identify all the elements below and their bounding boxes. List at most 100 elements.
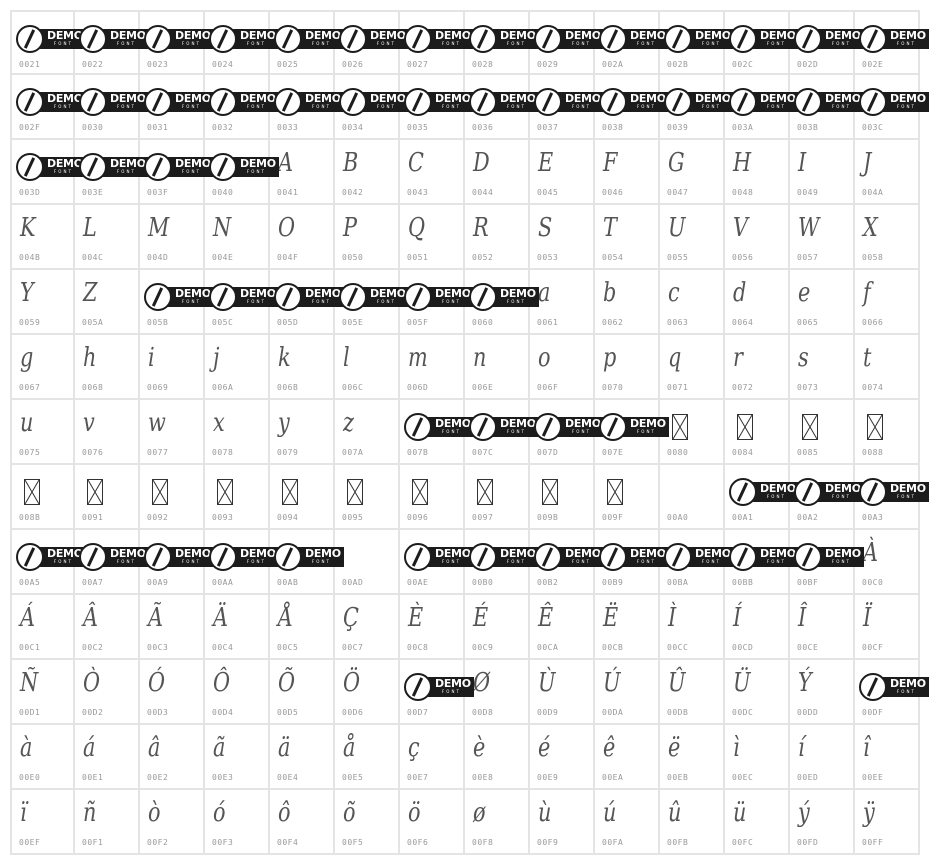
glyph-cell[interactable]: T 0054	[595, 205, 660, 270]
glyph-cell[interactable]: V 0056	[725, 205, 790, 270]
glyph-cell[interactable]: H 0048	[725, 140, 790, 205]
glyph-cell[interactable]: Y 0059	[10, 270, 75, 335]
glyph-cell[interactable]: DEMO FONT 0039	[660, 75, 734, 140]
glyph-cell[interactable]: P 0050	[335, 205, 400, 270]
glyph-cell[interactable]: DEMO FONT 0025	[270, 10, 344, 75]
glyph-cell[interactable]: DEMO FONT 0032	[205, 75, 279, 140]
glyph-cell[interactable]: í 00ED	[790, 725, 855, 790]
glyph-cell[interactable]: è 00E8	[465, 725, 530, 790]
glyph-cell[interactable]: y 0079	[270, 400, 335, 465]
glyph-cell[interactable]: Ï 00CF	[855, 595, 920, 660]
glyph-cell[interactable]: DEMO FONT 0035	[400, 75, 474, 140]
glyph-cell[interactable]: 0095	[335, 465, 400, 530]
glyph-cell[interactable]: DEMO FONT 005C	[205, 270, 279, 335]
glyph-cell[interactable]: DEMO FONT 00B9	[595, 530, 669, 595]
glyph-cell[interactable]: DEMO FONT 0022	[75, 10, 149, 75]
glyph-cell[interactable]: Á 00C1	[10, 595, 75, 660]
glyph-cell[interactable]: I 0049	[790, 140, 855, 205]
glyph-cell[interactable]: ç 00E7	[400, 725, 465, 790]
glyph-cell[interactable]: DEMO FONT 005B	[140, 270, 214, 335]
glyph-cell[interactable]: h 0068	[75, 335, 140, 400]
glyph-cell[interactable]: DEMO FONT 007B	[400, 400, 474, 465]
glyph-cell[interactable]: Ö 00D6	[335, 660, 400, 725]
glyph-cell[interactable]: C 0043	[400, 140, 465, 205]
glyph-cell[interactable]: s 0073	[790, 335, 855, 400]
glyph-cell[interactable]: DEMO FONT 0034	[335, 75, 409, 140]
glyph-cell[interactable]: DEMO FONT 003B	[790, 75, 864, 140]
glyph-cell[interactable]: DEMO FONT 00A9	[140, 530, 214, 595]
glyph-cell[interactable]: M 004D	[140, 205, 205, 270]
glyph-cell[interactable]: DEMO FONT 0028	[465, 10, 539, 75]
glyph-cell[interactable]: Å 00C5	[270, 595, 335, 660]
glyph-cell[interactable]: ò 00F2	[140, 790, 205, 855]
glyph-cell[interactable]: 008B	[10, 465, 75, 530]
glyph-cell[interactable]: W 0057	[790, 205, 855, 270]
glyph-cell[interactable]: DEMO FONT 00A5	[10, 530, 86, 595]
glyph-cell[interactable]: X 0058	[855, 205, 920, 270]
glyph-cell[interactable]: L 004C	[75, 205, 140, 270]
glyph-cell[interactable]: DEMO FONT 00DF	[855, 660, 929, 725]
glyph-cell[interactable]: DEMO FONT 0031	[140, 75, 214, 140]
glyph-cell[interactable]: f 0066	[855, 270, 920, 335]
glyph-cell[interactable]: Ü 00DC	[725, 660, 790, 725]
glyph-cell[interactable]: Ø 00D8	[465, 660, 530, 725]
glyph-cell[interactable]: û 00FB	[660, 790, 725, 855]
glyph-cell[interactable]: e 0065	[790, 270, 855, 335]
glyph-cell[interactable]: DEMO FONT 003D	[10, 140, 86, 205]
glyph-cell[interactable]: ó 00F3	[205, 790, 270, 855]
glyph-cell[interactable]: DEMO FONT 00BF	[790, 530, 864, 595]
glyph-cell[interactable]: k 006B	[270, 335, 335, 400]
glyph-cell[interactable]: ã 00E3	[205, 725, 270, 790]
glyph-cell[interactable]: DEMO FONT 005F	[400, 270, 474, 335]
glyph-cell[interactable]: Ì 00CC	[660, 595, 725, 660]
glyph-cell[interactable]: g 0067	[10, 335, 75, 400]
glyph-cell[interactable]: Ý 00DD	[790, 660, 855, 725]
glyph-cell[interactable]: DEMO FONT 00AB	[270, 530, 344, 595]
glyph-cell[interactable]: ý 00FD	[790, 790, 855, 855]
glyph-cell[interactable]: E 0045	[530, 140, 595, 205]
glyph-cell[interactable]: ü 00FC	[725, 790, 790, 855]
glyph-cell[interactable]: 0080	[660, 400, 725, 465]
glyph-cell[interactable]: á 00E1	[75, 725, 140, 790]
glyph-cell[interactable]: j 006A	[205, 335, 270, 400]
glyph-cell[interactable]: w 0077	[140, 400, 205, 465]
glyph-cell[interactable]: Ä 00C4	[205, 595, 270, 660]
glyph-cell[interactable]: Ó 00D3	[140, 660, 205, 725]
glyph-cell[interactable]: 009B	[530, 465, 595, 530]
glyph-cell[interactable]: Ò 00D2	[75, 660, 140, 725]
glyph-cell[interactable]: DEMO FONT 00BB	[725, 530, 799, 595]
glyph-cell[interactable]: N 004E	[205, 205, 270, 270]
glyph-cell[interactable]: U 0055	[660, 205, 725, 270]
glyph-cell[interactable]: 0094	[270, 465, 335, 530]
glyph-cell[interactable]: DEMO FONT 0027	[400, 10, 474, 75]
glyph-cell[interactable]: DEMO FONT 00A2	[790, 465, 864, 530]
glyph-cell[interactable]: t 0074	[855, 335, 920, 400]
glyph-cell[interactable]: DEMO FONT 002A	[595, 10, 669, 75]
glyph-cell[interactable]: 0084	[725, 400, 790, 465]
glyph-cell[interactable]: ù 00F9	[530, 790, 595, 855]
glyph-cell[interactable]: 0091	[75, 465, 140, 530]
glyph-cell[interactable]: Î 00CE	[790, 595, 855, 660]
glyph-cell[interactable]: Í 00CD	[725, 595, 790, 660]
glyph-cell[interactable]: ì 00EC	[725, 725, 790, 790]
glyph-cell[interactable]: 00A0	[660, 465, 725, 530]
glyph-cell[interactable]: DEMO FONT 00AE	[400, 530, 474, 595]
glyph-cell[interactable]: c 0063	[660, 270, 725, 335]
glyph-cell[interactable]: DEMO FONT 002F	[10, 75, 86, 140]
glyph-cell[interactable]: DEMO FONT 0026	[335, 10, 409, 75]
glyph-cell[interactable]: ÿ 00FF	[855, 790, 920, 855]
glyph-cell[interactable]: R 0052	[465, 205, 530, 270]
glyph-cell[interactable]: Z 005A	[75, 270, 140, 335]
glyph-cell[interactable]: DEMO FONT 0024	[205, 10, 279, 75]
glyph-cell[interactable]: Ñ 00D1	[10, 660, 75, 725]
glyph-cell[interactable]: Ç 00C7	[335, 595, 400, 660]
glyph-cell[interactable]: 0097	[465, 465, 530, 530]
glyph-cell[interactable]: DEMO FONT 00BA	[660, 530, 734, 595]
glyph-cell[interactable]: v 0076	[75, 400, 140, 465]
glyph-cell[interactable]: DEMO FONT 002D	[790, 10, 864, 75]
glyph-cell[interactable]: n 006E	[465, 335, 530, 400]
glyph-cell[interactable]: m 006D	[400, 335, 465, 400]
glyph-cell[interactable]: DEMO FONT 00AA	[205, 530, 279, 595]
glyph-cell[interactable]: 0092	[140, 465, 205, 530]
glyph-cell[interactable]: DEMO FONT 003A	[725, 75, 799, 140]
